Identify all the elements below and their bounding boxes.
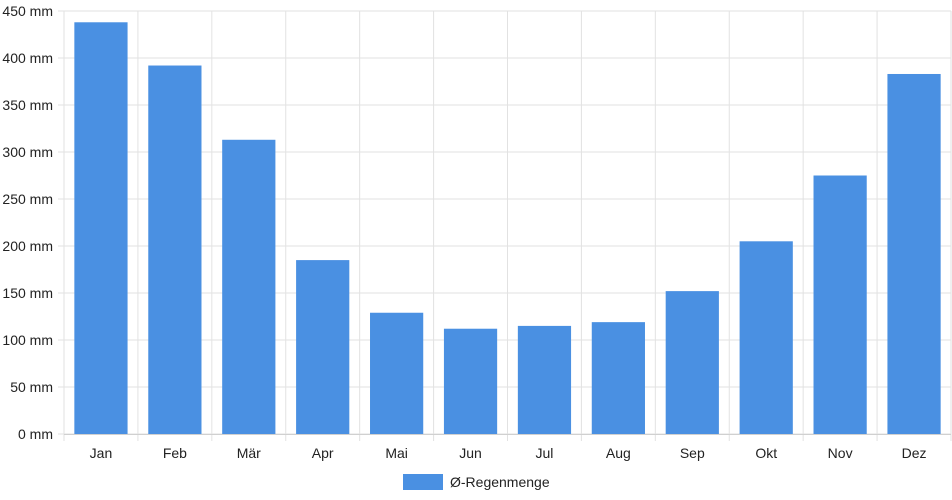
x-tick-label: Jun bbox=[459, 445, 482, 461]
legend[interactable]: Ø-Regenmenge bbox=[403, 474, 550, 490]
bar-Mai bbox=[370, 312, 424, 434]
x-tick-label: Mär bbox=[237, 445, 261, 461]
y-tick-label: 150 mm bbox=[2, 285, 53, 301]
y-tick-label: 250 mm bbox=[2, 191, 53, 207]
bar-Okt bbox=[739, 241, 793, 434]
y-tick-label: 50 mm bbox=[10, 379, 53, 395]
x-tick-label: Dez bbox=[902, 445, 927, 461]
bars-layer bbox=[74, 22, 941, 435]
bar-Jun bbox=[443, 328, 498, 434]
x-tick-label: Feb bbox=[163, 445, 187, 461]
bar-Nov bbox=[813, 175, 867, 434]
x-tick-label: Apr bbox=[312, 445, 334, 461]
bar-Jul bbox=[517, 325, 572, 434]
bar-Feb bbox=[148, 65, 202, 435]
x-tick-label: Mai bbox=[385, 445, 408, 461]
y-tick-label: 300 mm bbox=[2, 144, 53, 160]
y-tick-label: 200 mm bbox=[2, 238, 53, 254]
y-tick-label: 450 mm bbox=[2, 3, 53, 19]
bar-Apr bbox=[296, 260, 350, 434]
bar-Dez bbox=[887, 73, 941, 434]
y-tick-label: 400 mm bbox=[2, 50, 53, 66]
x-tick-label: Sep bbox=[680, 445, 705, 461]
grid-layer bbox=[58, 10, 952, 441]
axis-layer: 0 mm 50 mm 100 mm 150 mm 200 mm 250 mm 300 mm 3… bbox=[2, 3, 951, 461]
bar-Sep bbox=[665, 291, 719, 434]
legend-label: Ø-Regenmenge bbox=[450, 474, 550, 490]
bar-Aug bbox=[591, 322, 645, 434]
x-tick-label: Aug bbox=[606, 445, 631, 461]
x-tick-label: Okt bbox=[755, 445, 777, 461]
y-tick-label: 0 mm bbox=[18, 426, 53, 442]
bar-Mär bbox=[222, 139, 276, 434]
x-tick-label: Jul bbox=[536, 445, 554, 461]
bar-Jan bbox=[74, 22, 128, 435]
legend-swatch bbox=[403, 474, 443, 490]
y-tick-label: 100 mm bbox=[2, 332, 53, 348]
x-tick-label: Nov bbox=[828, 445, 853, 461]
x-tick-label: Jan bbox=[90, 445, 113, 461]
y-tick-label: 350 mm bbox=[2, 97, 53, 113]
